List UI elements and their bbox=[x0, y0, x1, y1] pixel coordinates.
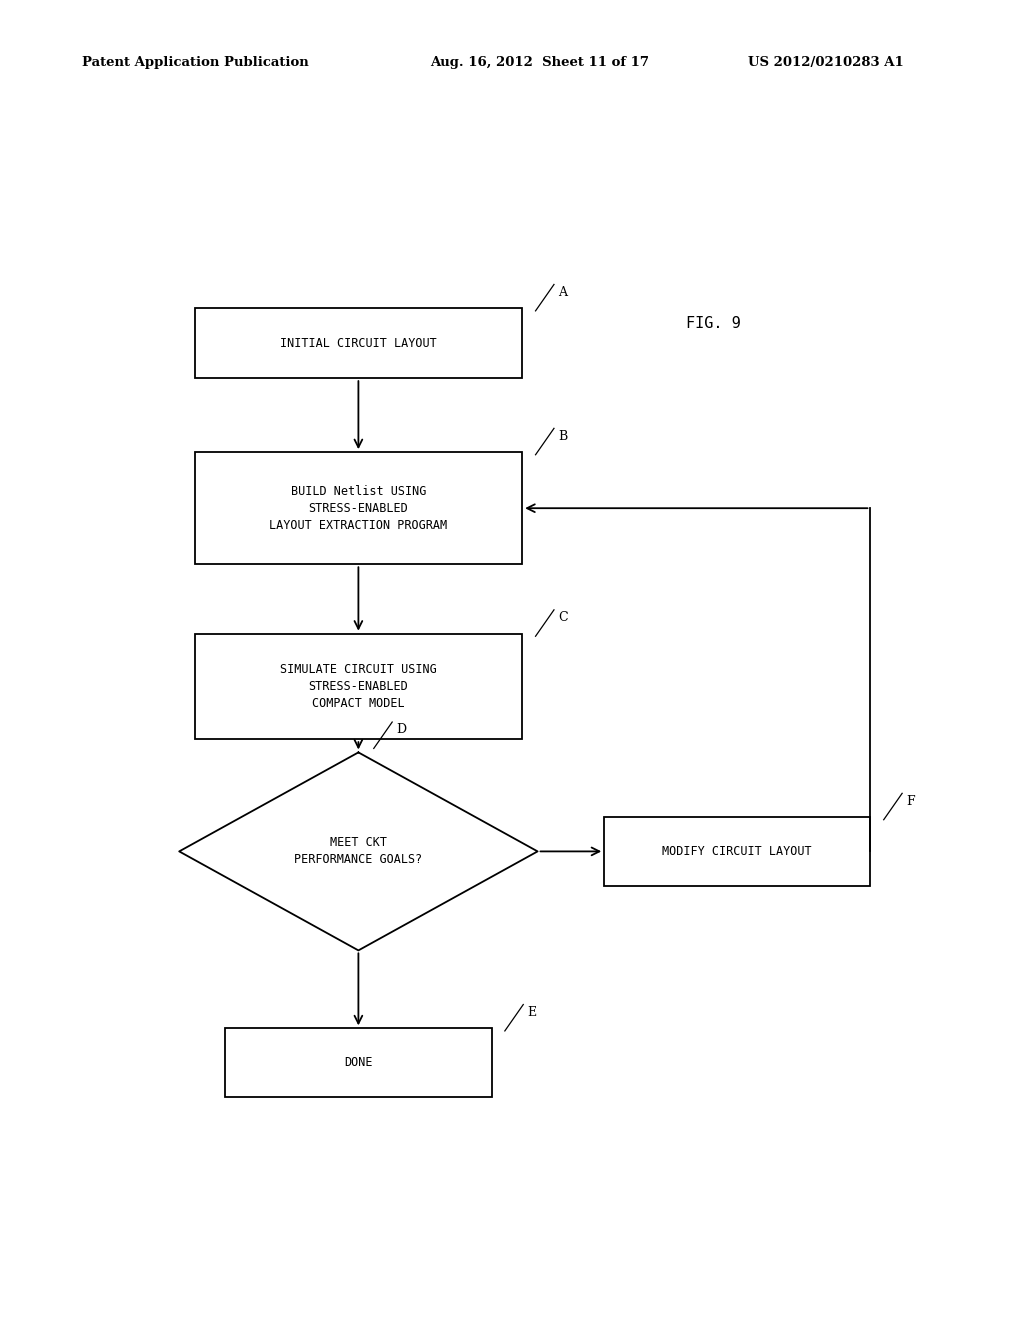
Bar bbox=[195, 308, 522, 378]
Text: BUILD Netlist USING
STRESS-ENABLED
LAYOUT EXTRACTION PROGRAM: BUILD Netlist USING STRESS-ENABLED LAYOU… bbox=[269, 484, 447, 532]
Bar bbox=[225, 1028, 492, 1097]
Text: F: F bbox=[906, 795, 914, 808]
Text: B: B bbox=[558, 430, 567, 442]
Text: E: E bbox=[527, 1006, 537, 1019]
Text: C: C bbox=[558, 611, 567, 624]
Bar bbox=[195, 451, 522, 565]
Text: INITIAL CIRCUIT LAYOUT: INITIAL CIRCUIT LAYOUT bbox=[280, 337, 437, 350]
Text: Patent Application Publication: Patent Application Publication bbox=[82, 55, 308, 69]
Text: MEET CKT
PERFORMANCE GOALS?: MEET CKT PERFORMANCE GOALS? bbox=[294, 837, 423, 866]
Text: SIMULATE CIRCUIT USING
STRESS-ENABLED
COMPACT MODEL: SIMULATE CIRCUIT USING STRESS-ENABLED CO… bbox=[280, 663, 437, 710]
Text: MODIFY CIRCUIT LAYOUT: MODIFY CIRCUIT LAYOUT bbox=[663, 845, 812, 858]
Text: Aug. 16, 2012  Sheet 11 of 17: Aug. 16, 2012 Sheet 11 of 17 bbox=[430, 55, 649, 69]
Bar bbox=[195, 634, 522, 739]
Bar bbox=[604, 817, 870, 886]
Text: DONE: DONE bbox=[344, 1056, 373, 1069]
Text: D: D bbox=[396, 723, 407, 737]
Text: US 2012/0210283 A1: US 2012/0210283 A1 bbox=[748, 55, 903, 69]
Text: FIG. 9: FIG. 9 bbox=[686, 315, 740, 331]
Text: A: A bbox=[558, 286, 567, 298]
